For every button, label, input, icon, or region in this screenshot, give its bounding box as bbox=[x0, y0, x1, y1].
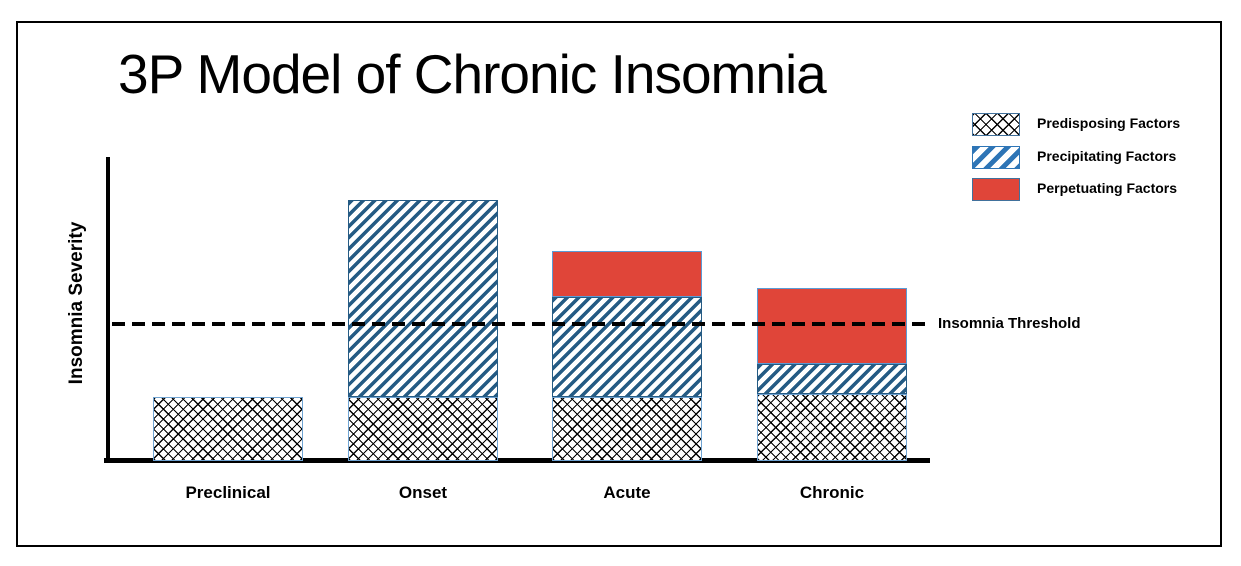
bar-segment-onset-crosshatch bbox=[348, 397, 498, 461]
bar-segment-chronic-stripes bbox=[757, 363, 907, 395]
bar-segment-onset-stripes bbox=[348, 199, 498, 398]
stripes-swatch-icon bbox=[972, 146, 1020, 169]
legend-label: Predisposing Factors bbox=[1037, 115, 1181, 131]
y-axis-label: Insomnia Severity bbox=[66, 221, 87, 385]
category-label-onset: Onset bbox=[398, 483, 448, 502]
y-axis-line bbox=[106, 157, 110, 462]
x-axis-line bbox=[104, 458, 930, 463]
insomnia-threshold-line bbox=[112, 322, 930, 326]
bar-segment-acute-crosshatch bbox=[552, 397, 702, 461]
bar-segment-preclinical-crosshatch bbox=[153, 397, 303, 461]
category-label-acute: Acute bbox=[603, 483, 651, 502]
bar-segment-acute-stripes bbox=[552, 296, 702, 398]
figure-border-frame bbox=[16, 21, 1222, 547]
category-label-preclinical: Preclinical bbox=[185, 483, 271, 502]
bar-segment-acute-solid bbox=[552, 251, 702, 297]
legend-label: Precipitating Factors bbox=[1037, 148, 1177, 164]
category-label-chronic: Chronic bbox=[799, 483, 865, 502]
crosshatch-swatch-icon bbox=[972, 113, 1020, 136]
insomnia-threshold-label: Insomnia Threshold bbox=[938, 315, 1081, 332]
legend-label: Perpetuating Factors bbox=[1037, 180, 1178, 196]
chart-title: 3P Model of Chronic Insomnia bbox=[118, 43, 827, 105]
solid-red-swatch-icon bbox=[972, 178, 1020, 201]
bar-segment-chronic-crosshatch bbox=[757, 394, 907, 461]
